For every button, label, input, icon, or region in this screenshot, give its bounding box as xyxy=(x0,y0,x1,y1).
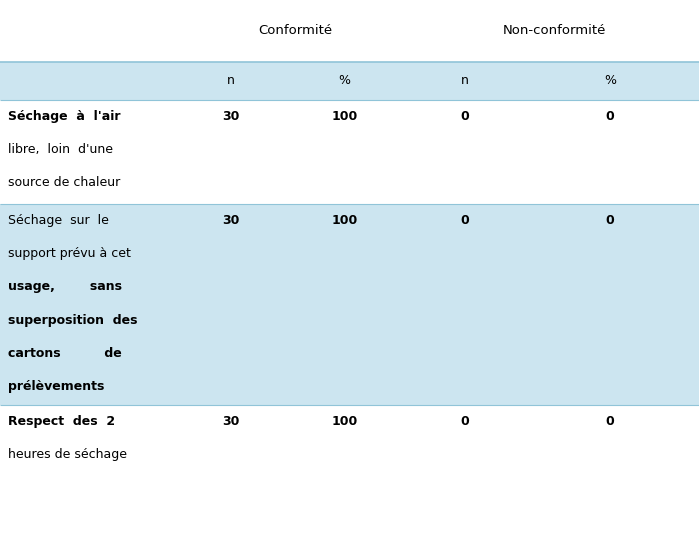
Bar xyxy=(0,204,699,405)
Text: 0: 0 xyxy=(461,214,469,227)
Text: 30: 30 xyxy=(222,110,239,123)
Text: 100: 100 xyxy=(331,415,357,427)
Text: 100: 100 xyxy=(331,110,357,123)
Text: 0: 0 xyxy=(605,415,614,427)
Text: 0: 0 xyxy=(605,214,614,227)
Text: superposition  des: superposition des xyxy=(8,314,138,326)
Text: libre,  loin  d'une: libre, loin d'une xyxy=(8,143,113,156)
Bar xyxy=(0,405,699,532)
Text: Respect  des  2: Respect des 2 xyxy=(8,415,115,427)
Text: Non-conformité: Non-conformité xyxy=(503,24,605,37)
Bar xyxy=(0,62,699,100)
Text: n: n xyxy=(461,74,469,87)
Text: 0: 0 xyxy=(461,110,469,123)
Text: 0: 0 xyxy=(605,110,614,123)
Text: 0: 0 xyxy=(461,415,469,427)
Text: source de chaleur: source de chaleur xyxy=(8,176,121,189)
Text: 30: 30 xyxy=(222,214,239,227)
Bar xyxy=(0,100,699,204)
Text: prélèvements: prélèvements xyxy=(8,380,105,393)
Text: heures de séchage: heures de séchage xyxy=(8,448,127,461)
Text: Séchage  sur  le: Séchage sur le xyxy=(8,214,109,227)
Text: %: % xyxy=(604,74,616,87)
Text: cartons          de: cartons de xyxy=(8,347,122,360)
Text: n: n xyxy=(226,74,235,87)
Text: 100: 100 xyxy=(331,214,357,227)
Text: support prévu à cet: support prévu à cet xyxy=(8,247,131,260)
Text: usage,        sans: usage, sans xyxy=(8,280,122,293)
Text: 30: 30 xyxy=(222,415,239,427)
Bar xyxy=(0,0,699,62)
Text: Conformité: Conformité xyxy=(258,24,333,37)
Text: Séchage  à  l'air: Séchage à l'air xyxy=(8,110,121,123)
Text: %: % xyxy=(338,74,350,87)
